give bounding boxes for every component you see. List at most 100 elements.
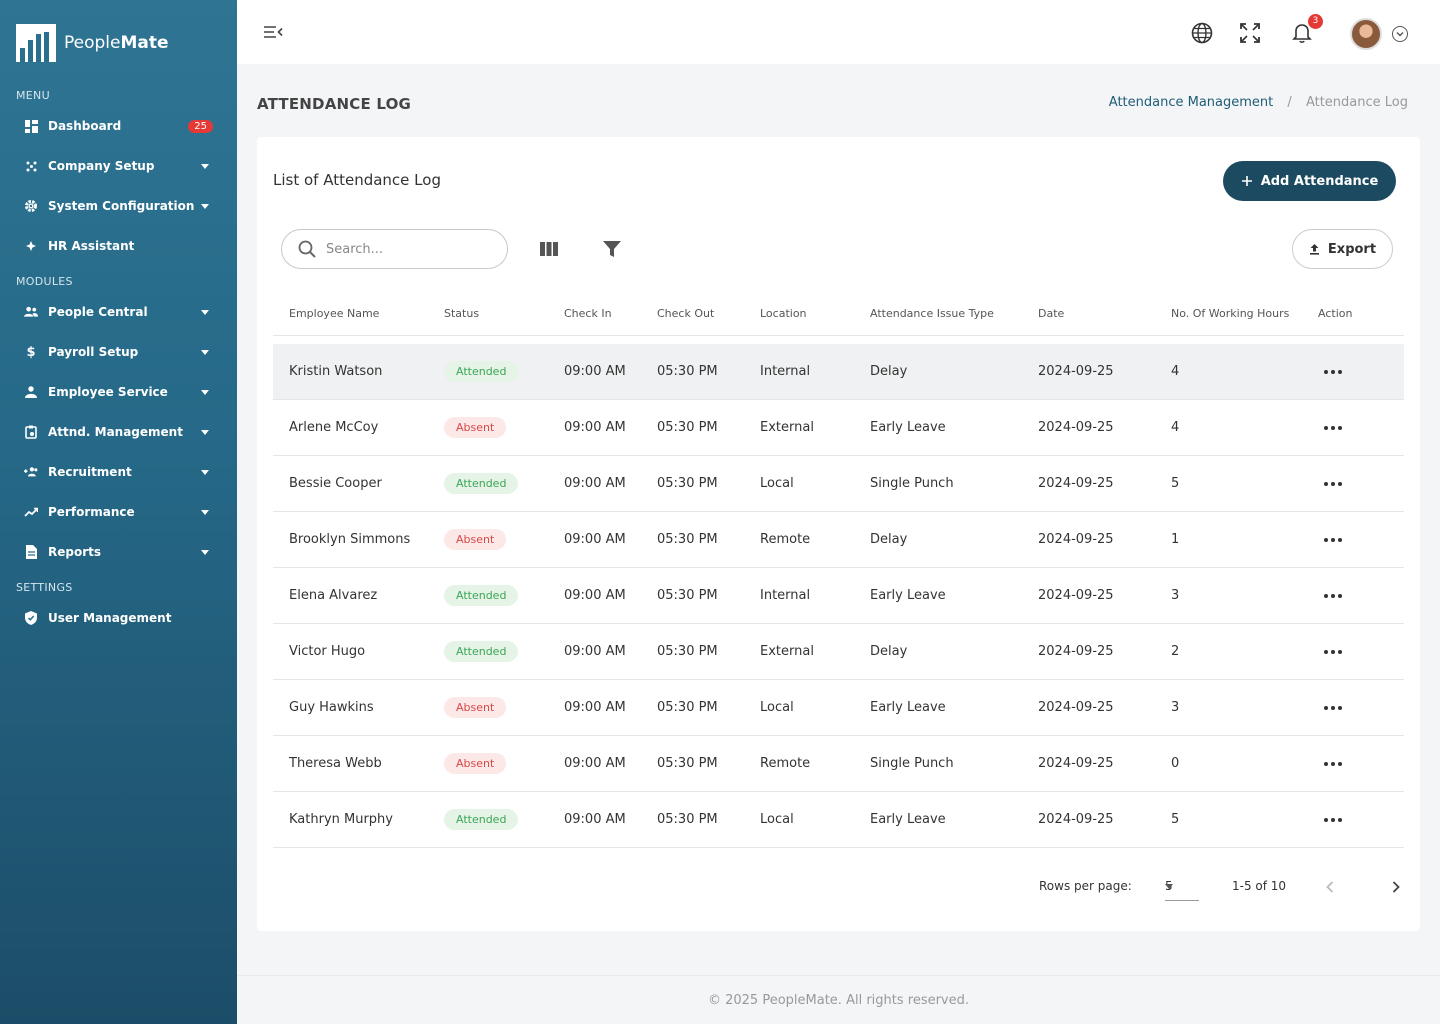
date-cell: 2024-09-25 (1038, 364, 1114, 379)
attendance-table: Employee Name Status Check In Check Out … (273, 292, 1404, 848)
employee-name-cell: Brooklyn Simmons (289, 532, 411, 547)
more-actions-icon[interactable] (1318, 481, 1348, 486)
column-header[interactable]: Location (760, 307, 807, 320)
check-in-cell: 09:00 AM (564, 420, 626, 435)
breadcrumb-separator: / (1287, 95, 1292, 110)
more-actions-icon[interactable] (1318, 593, 1348, 598)
chevron-right-icon (1392, 881, 1400, 893)
column-header[interactable]: Attendance Issue Type (870, 307, 994, 320)
sidebar-item-system-configuration[interactable]: System Configuration (0, 186, 237, 226)
more-actions-icon[interactable] (1318, 369, 1348, 374)
sidebar-item-hr-assistant[interactable]: HR Assistant (0, 226, 237, 266)
working-hours-cell: 5 (1171, 812, 1180, 827)
action-cell (1318, 537, 1388, 542)
check-out-cell: 05:30 PM (657, 812, 718, 827)
column-header[interactable]: Status (444, 307, 480, 320)
sidebar-item-label: Payroll Setup (48, 345, 139, 359)
check-out-cell: 05:30 PM (657, 364, 718, 379)
table-row[interactable]: Kristin Watson Attended 09:00 AM 05:30 PM In… (273, 344, 1404, 400)
check-in-cell: 09:00 AM (564, 532, 626, 547)
working-hours-cell: 1 (1171, 532, 1180, 547)
table-row[interactable]: Guy Hawkins Absent 09:00 AM 05:30 PM Local Ea… (273, 680, 1404, 736)
upload-icon (1309, 244, 1319, 255)
action-cell (1318, 817, 1388, 822)
issue-type-cell: Early Leave (870, 420, 946, 435)
breadcrumb-parent-link[interactable]: Attendance Management (1108, 95, 1274, 110)
more-actions-icon[interactable] (1318, 425, 1348, 430)
previous-page-button[interactable] (1320, 877, 1340, 897)
employee-name-cell: Kristin Watson (289, 364, 383, 379)
fullscreen-icon[interactable] (1239, 22, 1261, 44)
table-row[interactable]: Elena Alvarez Attended 09:00 AM 05:30 PM Int… (273, 568, 1404, 624)
dashboard-count-badge: 25 (188, 119, 213, 133)
sidebar-item-attnd-management[interactable]: Attnd. Management (0, 412, 237, 452)
more-actions-icon[interactable] (1318, 649, 1348, 654)
sidebar-item-label: Company Setup (48, 159, 155, 173)
date-cell: 2024-09-25 (1038, 420, 1114, 435)
gear-icon (24, 199, 38, 213)
check-out-cell: 05:30 PM (657, 476, 718, 491)
table-row[interactable]: Theresa Webb Absent 09:00 AM 05:30 PM Remote… (273, 736, 1404, 792)
sidebar-item-reports[interactable]: Reports (0, 532, 237, 572)
table-row[interactable]: Kathryn Murphy Attended 09:00 AM 05:30 PM Lo… (273, 792, 1404, 848)
table-row[interactable]: Victor Hugo Attended 09:00 AM 05:30 PM Exter… (273, 624, 1404, 680)
sidebar-item-recruitment[interactable]: Recruitment (0, 452, 237, 492)
sidebar-item-employee-service[interactable]: Employee Service (0, 372, 237, 412)
working-hours-cell: 3 (1171, 700, 1180, 715)
sidebar-item-company-setup[interactable]: Company Setup (0, 146, 237, 186)
rows-per-page-select[interactable]: 5 (1165, 877, 1199, 901)
filter-icon[interactable] (602, 239, 622, 259)
action-cell (1318, 649, 1388, 654)
chevron-down-icon[interactable] (1392, 26, 1408, 42)
add-attendance-label: Add Attendance (1260, 173, 1379, 189)
sidebar-item-people-central[interactable]: People Central (0, 292, 237, 332)
sparkle-icon (24, 239, 38, 253)
globe-icon[interactable] (1191, 22, 1213, 44)
sidebar-item-dashboard[interactable]: Dashboard 25 (0, 106, 237, 146)
check-in-cell: 09:00 AM (564, 700, 626, 715)
status-badge: Attended (444, 473, 519, 494)
check-out-cell: 05:30 PM (657, 532, 718, 547)
sidebar-item-user-management[interactable]: User Management (0, 598, 237, 638)
avatar[interactable] (1350, 18, 1382, 50)
people-icon (24, 305, 38, 319)
logo-icon (16, 24, 56, 62)
column-header[interactable]: Employee Name (289, 307, 380, 320)
table-row[interactable]: Arlene McCoy Absent 09:00 AM 05:30 PM Extern… (273, 400, 1404, 456)
more-actions-icon[interactable] (1318, 817, 1348, 822)
dollar-icon: $ (26, 344, 36, 360)
column-header[interactable]: Check In (564, 307, 612, 320)
status-cell: Absent (444, 417, 564, 438)
more-actions-icon[interactable] (1318, 537, 1348, 542)
location-cell: Internal (760, 364, 811, 379)
page-range: 1-5 of 10 (1232, 879, 1287, 893)
working-hours-cell: 0 (1171, 756, 1180, 771)
collapse-menu-icon[interactable] (263, 24, 283, 40)
search-input[interactable] (326, 241, 486, 257)
date-cell: 2024-09-25 (1038, 700, 1114, 715)
check-in-cell: 09:00 AM (564, 644, 626, 659)
sidebar-item-payroll-setup[interactable]: $ Payroll Setup (0, 332, 237, 372)
column-header[interactable]: Date (1038, 307, 1065, 320)
check-out-cell: 05:30 PM (657, 420, 718, 435)
column-header[interactable]: No. Of Working Hours (1171, 307, 1290, 320)
sidebar-item-label: Reports (48, 545, 102, 559)
table-row[interactable]: Bessie Cooper Attended 09:00 AM 05:30 PM Loc… (273, 456, 1404, 512)
table-row[interactable]: Brooklyn Simmons Absent 09:00 AM 05:30 PM Re… (273, 512, 1404, 568)
more-actions-icon[interactable] (1318, 705, 1348, 710)
status-cell: Absent (444, 753, 564, 774)
next-page-button[interactable] (1386, 877, 1406, 897)
chevron-left-icon (1326, 881, 1334, 893)
add-attendance-button[interactable]: Add Attendance (1223, 161, 1396, 201)
column-header[interactable]: Check Out (657, 307, 715, 320)
bell-icon[interactable]: 3 (1291, 14, 1323, 44)
columns-icon[interactable] (539, 239, 559, 259)
app-logo[interactable]: PeopleMate (0, 0, 237, 86)
search-box[interactable] (281, 229, 508, 269)
sidebar-item-label: Employee Service (48, 385, 168, 399)
more-actions-icon[interactable] (1318, 761, 1348, 766)
check-in-cell: 09:00 AM (564, 364, 626, 379)
check-out-cell: 05:30 PM (657, 644, 718, 659)
sidebar-item-performance[interactable]: Performance (0, 492, 237, 532)
export-button[interactable]: Export (1292, 229, 1393, 269)
